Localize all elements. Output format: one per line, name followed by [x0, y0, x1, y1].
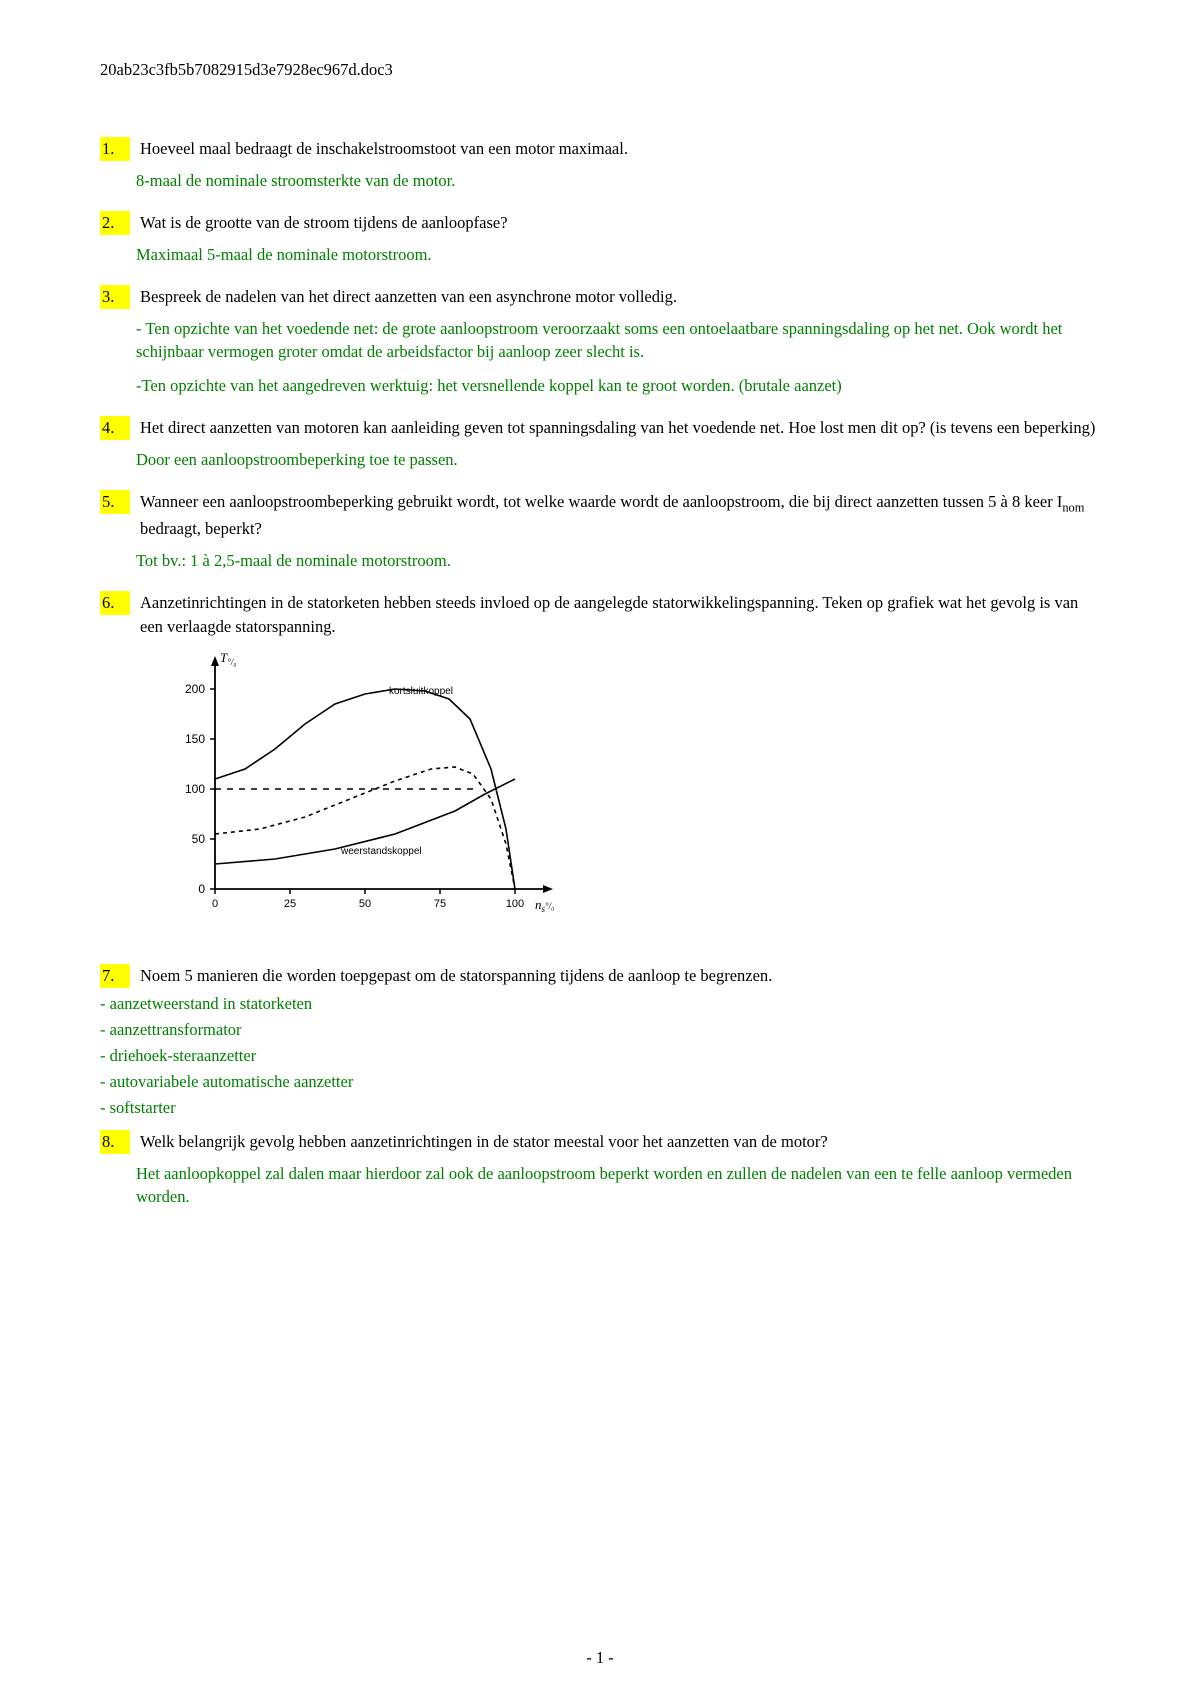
qa-item: 7. Noem 5 manieren die worden toepgepast … [100, 964, 1100, 988]
qa-item: 4. Het direct aanzetten van motoren kan a… [100, 416, 1100, 440]
answer-text: - Ten opzichte van het voedende net: de … [136, 317, 1080, 365]
question-body: Hoeveel maal bedraagt de inschakelstroom… [140, 137, 1100, 161]
svg-text:200: 200 [185, 682, 205, 696]
answer-text: - autovariabele automatische aanzetter [100, 1070, 1100, 1094]
qa-item: 2. Wat is de grootte van de stroom tijden… [100, 211, 1100, 235]
question-text: Wat is de grootte van de stroom tijdens … [140, 211, 1100, 235]
question-body: Bespreek de nadelen van het direct aanze… [140, 285, 1100, 309]
graph-svg: 0 50 100 150 200 0 25 50 75 100 kortsluitkoppel wee… [160, 649, 570, 924]
svg-text:50: 50 [192, 832, 206, 846]
question-text: Noem 5 manieren die worden toepgepast om… [140, 964, 1100, 988]
question-number: 8. [100, 1130, 130, 1154]
header-filename: 20ab23c3fb5b7082915d3e7928ec967d.doc3 [100, 58, 1100, 82]
svg-text:0: 0 [198, 882, 205, 896]
answer-text: - softstarter [100, 1096, 1100, 1120]
svg-text:75: 75 [434, 898, 446, 910]
svg-text:T°/₀: T°/₀ [220, 650, 236, 667]
qa-item: 5. Wanneer een aanloopstroombeperking geb… [100, 490, 1100, 541]
answer-text: Het aanloopkoppel zal dalen maar hierdoo… [136, 1162, 1080, 1210]
svg-text:100: 100 [185, 782, 205, 796]
svg-text:kortsluitkoppel: kortsluitkoppel [389, 686, 453, 697]
qa-item: 6. Aanzetinrichtingen in de statorketen h… [100, 591, 1100, 639]
answer-text: 8-maal de nominale stroomsterkte van de … [136, 169, 1080, 193]
svg-text:ns°/₀: ns°/₀ [535, 897, 554, 914]
question-number: 2. [100, 211, 130, 235]
question-number: 3. [100, 285, 130, 309]
question-body: Welk belangrijk gevolg hebben aanzetinri… [140, 1130, 1100, 1154]
question-text: Bespreek de nadelen van het direct aanze… [140, 285, 1100, 309]
question-text: Het direct aanzetten van motoren kan aan… [140, 416, 1100, 440]
svg-text:25: 25 [284, 898, 296, 910]
question-body: Het direct aanzetten van motoren kan aan… [140, 416, 1100, 440]
answer-text: - driehoek-steraanzetter [100, 1044, 1100, 1068]
question-text: Aanzetinrichtingen in de statorketen heb… [140, 591, 1100, 639]
question-body: Noem 5 manieren die worden toepgepast om… [140, 964, 1100, 988]
question-number: 6. [100, 591, 130, 615]
svg-text:50: 50 [359, 898, 371, 910]
question-number: 4. [100, 416, 130, 440]
svg-text:weerstandskoppel: weerstandskoppel [340, 846, 422, 857]
torque-speed-graph: 0 50 100 150 200 0 25 50 75 100 kortsluitkoppel wee… [160, 649, 570, 924]
answer-text: Door een aanloopstroombeperking toe te p… [136, 448, 1080, 472]
page-number: - 1 - [0, 1646, 1200, 1670]
question-body: Wanneer een aanloopstroombeperking gebru… [140, 490, 1100, 541]
svg-text:150: 150 [185, 732, 205, 746]
question-body: Aanzetinrichtingen in de statorketen heb… [140, 591, 1100, 639]
answer-text: - aanzetweerstand in statorketen [100, 992, 1100, 1016]
document-page: 20ab23c3fb5b7082915d3e7928ec967d.doc3 1.… [0, 0, 1200, 1698]
series-lowered-voltage [215, 767, 515, 889]
qa-item: 8. Welk belangrijk gevolg hebben aanzetin… [100, 1130, 1100, 1154]
qa-item: 1. Hoeveel maal bedraagt de inschakelstro… [100, 137, 1100, 161]
answer-text: Tot bv.: 1 à 2,5-maal de nominale motors… [136, 549, 1080, 573]
question-number: 5. [100, 490, 130, 514]
answer-text: - aanzettransformator [100, 1018, 1100, 1042]
question-text: Welk belangrijk gevolg hebben aanzetinri… [140, 1130, 1100, 1154]
question-body: Wat is de grootte van de stroom tijdens … [140, 211, 1100, 235]
svg-text:0: 0 [212, 898, 218, 910]
answer-text: -Ten opzichte van het aangedreven werktu… [136, 374, 1080, 398]
answer-text: Maximaal 5-maal de nominale motorstroom. [136, 243, 1080, 267]
question-number: 7. [100, 964, 130, 988]
qa-list: 1. Hoeveel maal bedraagt de inschakelstro… [100, 137, 1100, 1227]
question-text: Hoeveel maal bedraagt de inschakelstroom… [140, 137, 1100, 161]
qa-item: 3. Bespreek de nadelen van het direct aan… [100, 285, 1100, 309]
question-number: 1. [100, 137, 130, 161]
svg-text:100: 100 [506, 898, 524, 910]
question-text: Wanneer een aanloopstroombeperking gebru… [140, 490, 1100, 541]
